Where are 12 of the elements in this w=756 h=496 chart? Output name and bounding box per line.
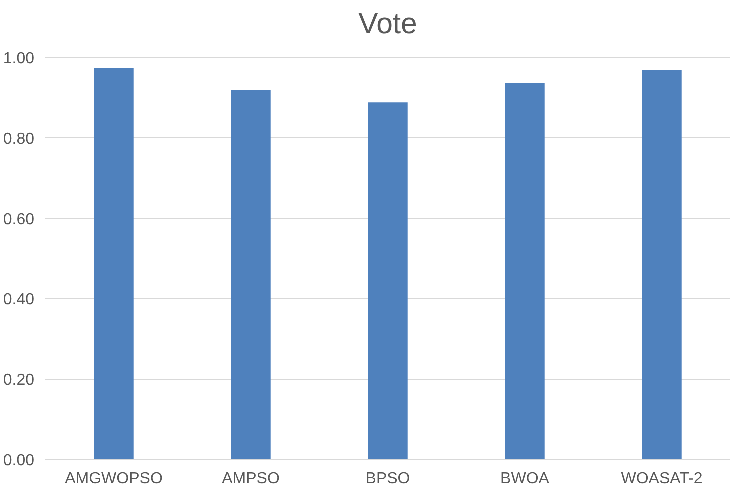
- x-tick-label: BPSO: [366, 470, 410, 488]
- chart-title: Vote: [358, 8, 418, 40]
- x-tick-label: AMGWOPSO: [65, 470, 163, 488]
- x-tick-label: WOASAT-2: [621, 470, 703, 488]
- x-tick-label: AMPSO: [222, 470, 280, 488]
- y-tick-label: 0.00: [3, 452, 35, 470]
- y-tick-label: 1.00: [3, 50, 35, 68]
- y-tick-label: 0.40: [3, 292, 35, 309]
- y-tick-label: 0.20: [3, 372, 35, 390]
- y-tick-label: 0.80: [3, 130, 35, 148]
- y-tick-label: 0.60: [3, 211, 35, 228]
- x-tick-label: BWOA: [500, 470, 550, 488]
